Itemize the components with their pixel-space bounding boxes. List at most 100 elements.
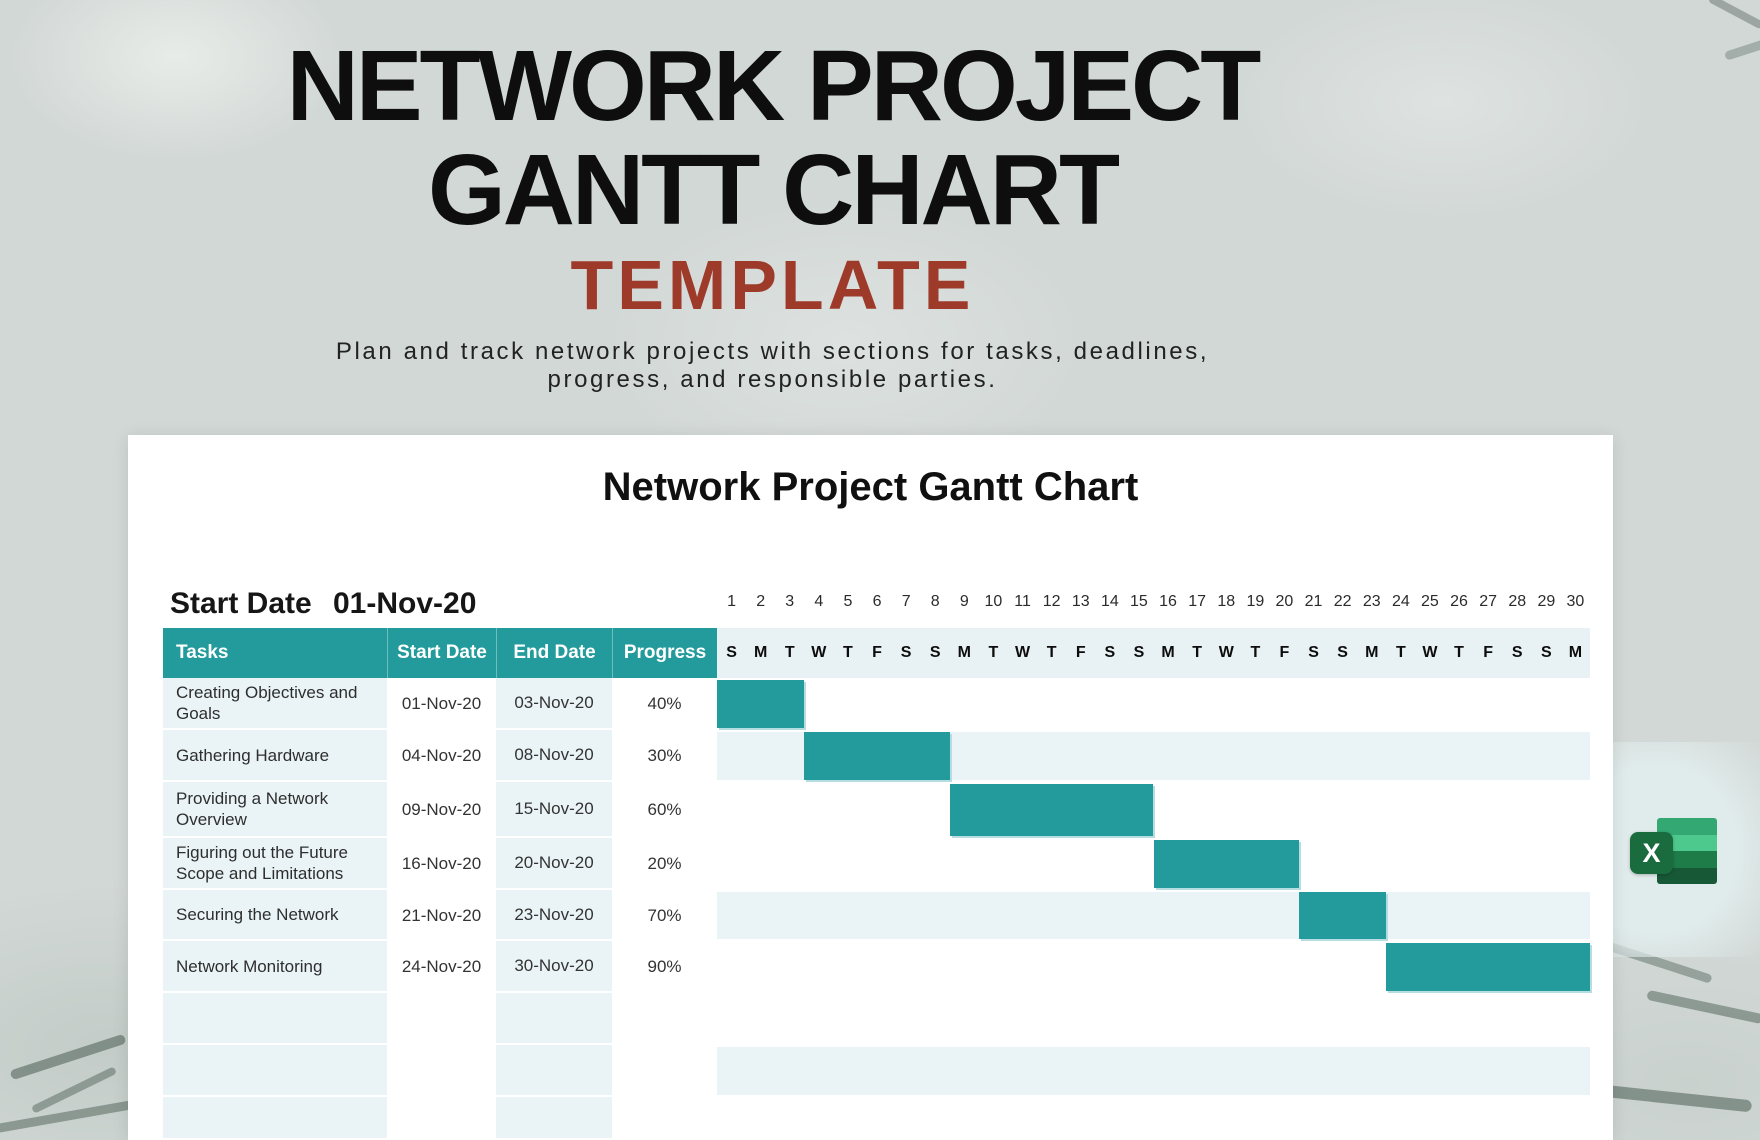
task-name-cell: Network Monitoring (163, 941, 387, 993)
start-date-cell: 21-Nov-20 (401, 905, 482, 925)
hero-header: NETWORK PROJECT GANTT CHART TEMPLATE Pla… (0, 34, 1545, 394)
progress-cell: 90% (647, 957, 682, 976)
end-date-cell (496, 1045, 612, 1097)
progress-cell: 40% (647, 694, 682, 713)
start-date-cell: 09-Nov-20 (401, 800, 482, 819)
gantt-row-track (717, 1045, 1590, 1097)
day-letter: T (1192, 644, 1203, 661)
start-date-cell (387, 1045, 496, 1097)
gantt-bar (1299, 892, 1387, 939)
day-number: 2 (756, 593, 766, 610)
task-name-cell: Securing the Network (163, 890, 387, 941)
day-number: 13 (1071, 593, 1090, 610)
day-letter: M (957, 644, 971, 661)
day-number: 28 (1508, 593, 1527, 610)
table-row (128, 1097, 1613, 1140)
day-number: 30 (1566, 593, 1585, 610)
day-letter: S (1308, 644, 1319, 661)
table-row: Providing a Network Overview 09-Nov-20 15-… (128, 782, 1613, 838)
day-letter: M (1161, 644, 1175, 661)
end-date-cell: 15-Nov-20 (496, 782, 612, 838)
day-number: 16 (1159, 593, 1177, 610)
day-letter: S (900, 644, 912, 661)
page-description-line2: progress, and responsible parties. (547, 366, 998, 393)
day-letter: F (872, 644, 882, 661)
table-row: Securing the Network 21-Nov-20 23-Nov-20 70… (128, 890, 1613, 941)
day-letter: T (1454, 644, 1464, 661)
table-row: Network Monitoring 24-Nov-20 30-Nov-20 90% (128, 941, 1613, 993)
day-number: 8 (930, 593, 940, 610)
day-number: 20 (1275, 593, 1294, 610)
excel-icon[interactable]: X (1630, 808, 1725, 893)
progress-cell: 70% (647, 905, 682, 925)
day-letter: T (1046, 644, 1057, 661)
excel-sheet-band (1657, 818, 1717, 835)
gantt-card: Network Project Gantt Chart Start Date 0… (128, 435, 1613, 1140)
start-date-label: Start Date (170, 587, 312, 620)
table-row: Creating Objectives and Goals 01-Nov-20 03… (128, 678, 1613, 730)
day-number: 15 (1130, 593, 1148, 610)
start-date-cell (387, 1097, 496, 1140)
texture-streak (1591, 1083, 1753, 1113)
progress-cell (612, 1045, 717, 1097)
day-number: 14 (1100, 593, 1119, 610)
table-row: Figuring out the Future Scope and Limita… (128, 838, 1613, 890)
day-number: 22 (1333, 593, 1352, 610)
task-name-cell (163, 1045, 387, 1097)
day-number: 17 (1188, 593, 1207, 610)
day-number: 12 (1042, 593, 1061, 610)
day-letter: W (1422, 644, 1438, 661)
page-description-line1: Plan and track network projects with sec… (335, 338, 1210, 365)
start-date-value: 01-Nov-20 (333, 587, 477, 620)
column-header-tasks: Tasks (163, 628, 387, 678)
day-letter: S (1541, 644, 1552, 661)
gantt-bar (1153, 840, 1299, 888)
day-letter: T (784, 644, 795, 661)
day-number: 4 (814, 593, 824, 610)
template-label: TEMPLATE (570, 246, 975, 324)
gantt-bar (717, 680, 805, 728)
day-number: 9 (959, 593, 969, 610)
task-name-cell: Gathering Hardware (163, 730, 387, 782)
day-letter: S (1511, 644, 1523, 661)
end-date-cell: 30-Nov-20 (496, 941, 612, 993)
task-name-cell: Figuring out the Future Scope and Limita… (163, 838, 387, 890)
day-letter: T (988, 644, 999, 661)
gantt-bar (804, 732, 950, 780)
day-number: 27 (1479, 593, 1498, 610)
day-number: 1 (727, 593, 736, 610)
texture-streak (1646, 989, 1760, 1025)
gantt-row-track (717, 890, 1590, 941)
column-header-progress: Progress (612, 628, 717, 678)
task-name-cell (163, 993, 387, 1045)
progress-cell (612, 993, 717, 1045)
gantt-row-track (717, 782, 1590, 838)
gantt-row-track (717, 1097, 1590, 1140)
day-letter: S (726, 644, 737, 661)
texture-streak (1723, 36, 1760, 61)
day-number: 11 (1014, 593, 1031, 610)
end-date-cell: 08-Nov-20 (496, 730, 612, 782)
day-letter: F (1075, 644, 1086, 661)
end-date-cell: 03-Nov-20 (496, 678, 612, 730)
day-number: 5 (843, 593, 853, 610)
task-name-cell: Providing a Network Overview (163, 782, 387, 838)
start-date-cell: 16-Nov-20 (401, 854, 482, 873)
day-number: 6 (872, 593, 882, 610)
day-letter: W (811, 644, 827, 661)
start-date-cell: 04-Nov-20 (401, 746, 482, 765)
column-header-start-date: Start Date (387, 628, 496, 678)
day-number: 26 (1450, 593, 1468, 610)
task-name-cell (163, 1097, 387, 1140)
page-title-line1: NETWORK PROJECT (286, 30, 1262, 142)
day-number: 21 (1304, 593, 1323, 610)
day-letter: S (1133, 644, 1145, 661)
table-row: Gathering Hardware 04-Nov-20 08-Nov-20 30% (128, 730, 1613, 782)
day-letter: S (1104, 644, 1116, 661)
gantt-row-track (717, 678, 1590, 730)
end-date-cell (496, 1097, 612, 1140)
excel-x-tile: X (1630, 832, 1673, 874)
day-number: 10 (984, 593, 1003, 610)
